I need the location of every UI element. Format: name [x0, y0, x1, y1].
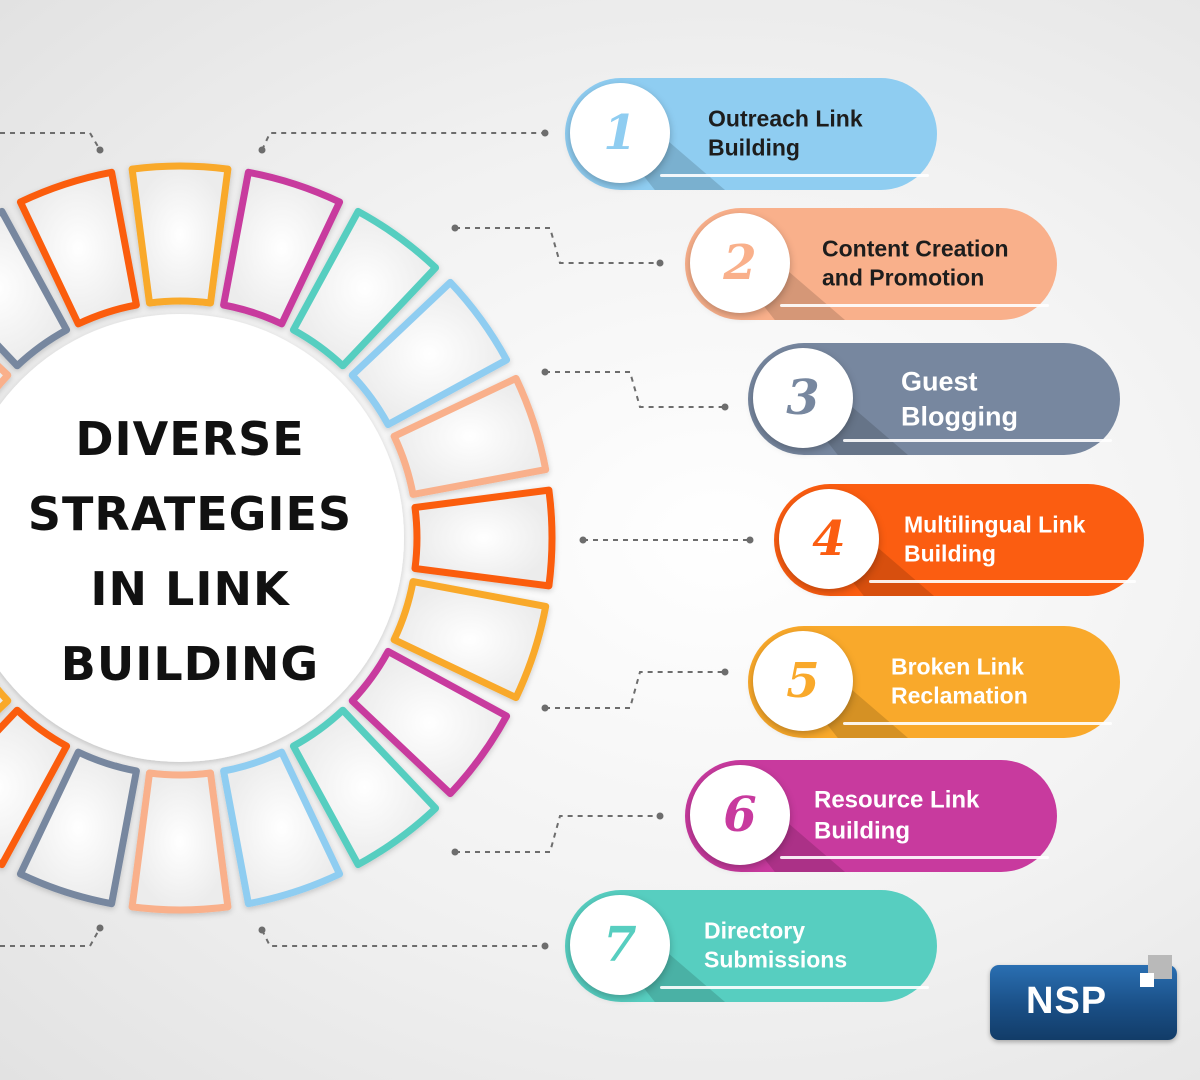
connector-dot: [656, 812, 664, 820]
connector-6: [455, 815, 660, 853]
strategy-pill-6: 6 Resource Link Building: [685, 760, 1057, 872]
strategy-label: Directory Submissions: [704, 917, 848, 973]
title-line: STRATEGIES: [27, 487, 353, 541]
number-badge: 5: [753, 631, 853, 731]
connector-dot: [721, 668, 729, 676]
strategy-label: Broken Link Reclamation: [891, 653, 1028, 709]
strategy-number: 4: [812, 511, 846, 567]
strategy-label: Outreach Link Building: [708, 105, 863, 161]
connector-dot: [96, 146, 104, 154]
strategy-pill-5: 5 Broken Link Reclamation: [748, 626, 1120, 738]
ring-segment: [411, 486, 556, 590]
strategy-pill-1: 1 Outreach Link Building: [565, 78, 937, 190]
connector-dot: [541, 129, 549, 137]
strategy-pill-7: 7 Directory Submissions: [565, 890, 937, 1002]
strategy-number: 5: [786, 653, 820, 709]
ring-segment: [128, 769, 232, 914]
ring-segment: [0, 207, 71, 370]
ring-segment: [220, 748, 344, 908]
ring-segment: [390, 578, 550, 702]
connector-dot: [451, 224, 459, 232]
number-badge: 3: [753, 348, 853, 448]
title-line: BUILDING: [60, 637, 320, 691]
connector-2: [455, 227, 660, 264]
strategy-label: Guest Blogging: [901, 366, 1018, 431]
pill-stripe: [869, 580, 1136, 583]
number-badge: 6: [690, 765, 790, 865]
pill-stripe: [843, 439, 1112, 442]
connector-left-bottom: [0, 927, 101, 947]
ring-segment: [220, 168, 344, 328]
ring-segment: [0, 686, 12, 713]
strategy-number: 7: [603, 917, 637, 973]
title-line: DIVERSE: [75, 412, 305, 466]
connector-dot: [541, 942, 549, 950]
strategy-label: Resource Link Building: [814, 786, 980, 844]
connector-dot: [541, 368, 549, 376]
ring-segment: [16, 168, 140, 328]
ring-segment: [289, 706, 440, 869]
connector-dot: [451, 848, 459, 856]
pill-stripe: [660, 986, 929, 989]
strategy-number: 2: [723, 235, 757, 291]
connector-3: [545, 371, 725, 408]
pill-stripe: [843, 722, 1112, 725]
connector-dot: [579, 536, 587, 544]
pill-stripe: [660, 174, 929, 177]
logo-text: NSP: [1026, 980, 1108, 1022]
ring-segment: [348, 647, 511, 798]
connector-7: [261, 929, 545, 947]
ring-segment: [348, 278, 511, 429]
logo-square-mark-small: [1140, 973, 1154, 987]
strategy-label: Content Creation and Promotion: [822, 235, 1009, 291]
number-badge: 2: [690, 213, 790, 313]
ring-segment: [390, 374, 550, 498]
connector-left-top: [0, 132, 101, 151]
number-badge: 4: [779, 489, 879, 589]
strategy-number: 3: [786, 370, 820, 426]
center-disc: [0, 314, 404, 762]
connector-dot: [721, 403, 729, 411]
connector-dot: [258, 146, 266, 154]
diagram-title: DIVERSE STRATEGIES IN LINK BUILDING: [10, 402, 370, 702]
ring-segment: [0, 706, 71, 869]
number-badge: 1: [570, 83, 670, 183]
strategy-number: 1: [603, 105, 637, 161]
connector-dot: [746, 536, 754, 544]
connector-dot: [541, 704, 549, 712]
connector-1: [261, 132, 545, 151]
ring-segment: [289, 207, 440, 370]
strategy-pill-3: 3 Guest Blogging: [748, 343, 1120, 455]
pill-stripe: [780, 304, 1049, 307]
connector-dot: [656, 259, 664, 267]
number-badge: 7: [570, 895, 670, 995]
connector-dot: [96, 924, 104, 932]
title-line: IN LINK: [90, 562, 290, 616]
ring-segment: [128, 162, 232, 307]
connector-5: [545, 671, 725, 709]
ring-segment: [16, 748, 140, 908]
connector-dot: [258, 926, 266, 934]
strategy-pill-4: 4 Multilingual Link Building: [774, 484, 1144, 596]
ring-segment: [0, 363, 12, 390]
strategy-pill-2: 2 Content Creation and Promotion: [685, 208, 1057, 320]
strategy-number: 6: [723, 787, 757, 843]
pill-stripe: [780, 856, 1049, 859]
strategy-label: Multilingual Link Building: [904, 511, 1086, 567]
